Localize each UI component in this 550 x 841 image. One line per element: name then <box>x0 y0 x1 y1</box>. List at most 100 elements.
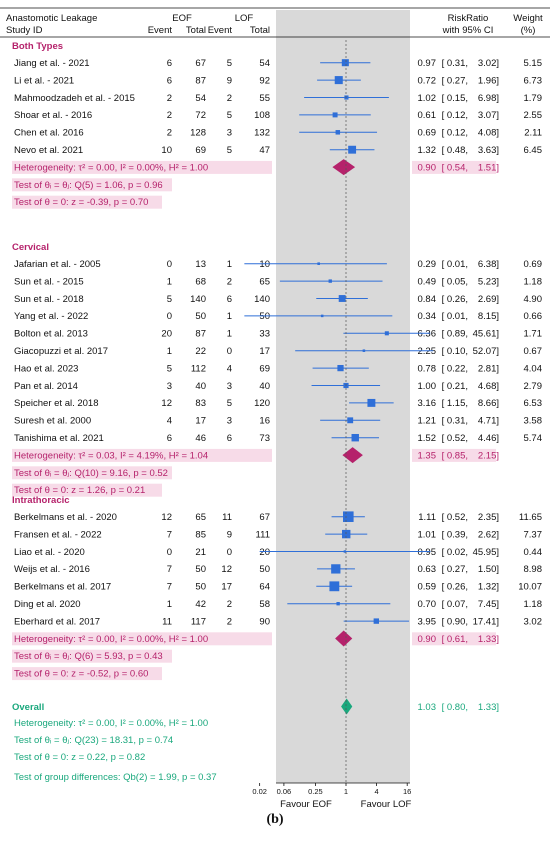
lof-event: 4 <box>227 363 232 374</box>
lof-total: 58 <box>259 599 270 610</box>
effect-test-band <box>12 195 162 209</box>
eof-total: 40 <box>195 381 206 392</box>
study-ci-lower: [ 0.01, <box>442 311 468 322</box>
study-weight: 7.37 <box>524 529 543 540</box>
lof-event: 9 <box>227 529 232 540</box>
effect-marker <box>320 314 324 318</box>
plot-panel-background <box>276 10 410 783</box>
study-weight: 1.18 <box>524 276 543 287</box>
overall-ci-lower: [ 0.80, <box>442 702 468 713</box>
study-rr: 0.29 <box>418 259 437 270</box>
study-ci-upper: 45.95] <box>473 547 499 558</box>
study-weight: 4.04 <box>524 363 543 374</box>
lof-total: 50 <box>259 311 270 322</box>
subgroup-test-homogeneity: Test of θᵢ = θⱼ: Q(6) = 5.93, p = 0.43 <box>14 651 163 662</box>
study-ci-upper: 45.61] <box>473 329 499 340</box>
study-weight: 1.79 <box>524 93 543 104</box>
effect-marker <box>348 145 357 154</box>
lof-event: 1 <box>227 259 232 270</box>
subgroup-test-homogeneity: Test of θᵢ = θⱼ: Q(10) = 9.16, p = 0.52 <box>14 468 168 479</box>
effect-marker <box>373 618 380 624</box>
subgroup-diamond <box>332 159 356 176</box>
study-ci-lower: [ 1.15, <box>442 398 468 409</box>
x-axis-right-label: Favour LOF <box>361 799 412 810</box>
study-name: Liao et al. - 2020 <box>14 547 85 558</box>
overall-rr: 1.03 <box>418 702 437 713</box>
study-name: Nevo et al. 2021 <box>14 145 83 156</box>
study-ci-upper: 4.08] <box>478 128 499 139</box>
study-name: Yang et al. - 2022 <box>14 311 88 322</box>
eof-total: 21 <box>195 547 206 558</box>
lof-total: 40 <box>259 381 270 392</box>
heterogeneity-band <box>12 632 272 646</box>
eof-total: 46 <box>195 433 206 444</box>
lof-event: 17 <box>221 582 232 593</box>
homogeneity-band <box>12 466 172 480</box>
eof-total: 69 <box>195 145 206 156</box>
study-ci-lower: [ 0.27, <box>442 564 468 575</box>
eof-event: 6 <box>167 75 172 86</box>
lof-total: 69 <box>259 363 270 374</box>
study-name: Shoar et al. - 2016 <box>14 110 92 121</box>
header-ci: with 95% CI <box>442 25 494 36</box>
eof-event: 1 <box>167 276 172 287</box>
eof-total: 50 <box>195 311 206 322</box>
eof-total: 68 <box>195 276 206 287</box>
lof-total: 47 <box>259 145 270 156</box>
lof-total: 73 <box>259 433 270 444</box>
study-rr: 1.32 <box>418 145 437 156</box>
lof-event: 12 <box>221 564 232 575</box>
subgroup-pooled-rr: 0.90 <box>418 634 437 645</box>
study-rr: 0.97 <box>418 58 437 69</box>
eof-event: 0 <box>167 259 172 270</box>
lof-total: 50 <box>259 564 270 575</box>
study-ci-lower: [ 0.15, <box>442 93 468 104</box>
study-rr: 0.34 <box>418 311 437 322</box>
overall-diamond <box>341 698 353 715</box>
eof-event: 4 <box>167 416 172 427</box>
effect-marker <box>337 364 344 372</box>
overall-test-homogeneity: Test of θᵢ = θⱼ: Q(23) = 18.31, p = 0.74 <box>14 735 173 746</box>
pooled-band <box>412 632 496 646</box>
lof-event: 2 <box>227 93 232 104</box>
eof-total: 140 <box>190 294 206 305</box>
study-ci-upper: 1.32] <box>478 582 499 593</box>
header-event-lof: Event <box>208 25 233 36</box>
effect-marker <box>343 511 354 522</box>
lof-total: 55 <box>259 93 270 104</box>
eof-total: 50 <box>195 564 206 575</box>
lof-total: 16 <box>259 416 270 427</box>
study-weight: 0.66 <box>524 311 543 322</box>
x-axis-tick-label: 0.02 <box>252 787 267 796</box>
study-ci-lower: [ 0.31, <box>442 416 468 427</box>
study-ci-upper: 2.35] <box>478 512 499 523</box>
header-riskratio: RiskRatio <box>448 13 489 24</box>
eof-event: 7 <box>167 582 172 593</box>
study-name: Mahmoodzadeh et al. - 2015 <box>14 93 135 104</box>
x-axis-left-label: Favour EOF <box>280 799 332 810</box>
lof-event: 2 <box>227 616 232 627</box>
effect-marker <box>367 398 376 407</box>
effect-marker <box>329 581 340 592</box>
study-ci-lower: [ 0.52, <box>442 433 468 444</box>
study-name: Bolton et al. 2013 <box>14 329 88 340</box>
study-ci-lower: [ 0.21, <box>442 381 468 392</box>
lof-event: 1 <box>227 311 232 322</box>
study-weight: 2.79 <box>524 381 543 392</box>
study-name: Sun et al. - 2015 <box>14 276 84 287</box>
study-ci-upper: 1.96] <box>478 75 499 86</box>
effect-marker <box>338 295 346 302</box>
eof-event: 6 <box>167 58 172 69</box>
heterogeneity-band <box>12 160 272 174</box>
subgroup-pooled-rr: 1.35 <box>418 450 437 461</box>
lof-total: 90 <box>259 616 270 627</box>
study-name: Ding et al. 2020 <box>14 599 81 610</box>
lof-event: 3 <box>227 128 232 139</box>
subgroup-pooled-rr: 0.90 <box>418 162 437 173</box>
effect-marker <box>332 112 338 118</box>
eof-total: 83 <box>195 398 206 409</box>
study-weight: 1.71 <box>524 329 543 340</box>
pooled-band <box>412 448 496 462</box>
study-ci-lower: [ 0.22, <box>442 363 468 374</box>
eof-total: 65 <box>195 512 206 523</box>
